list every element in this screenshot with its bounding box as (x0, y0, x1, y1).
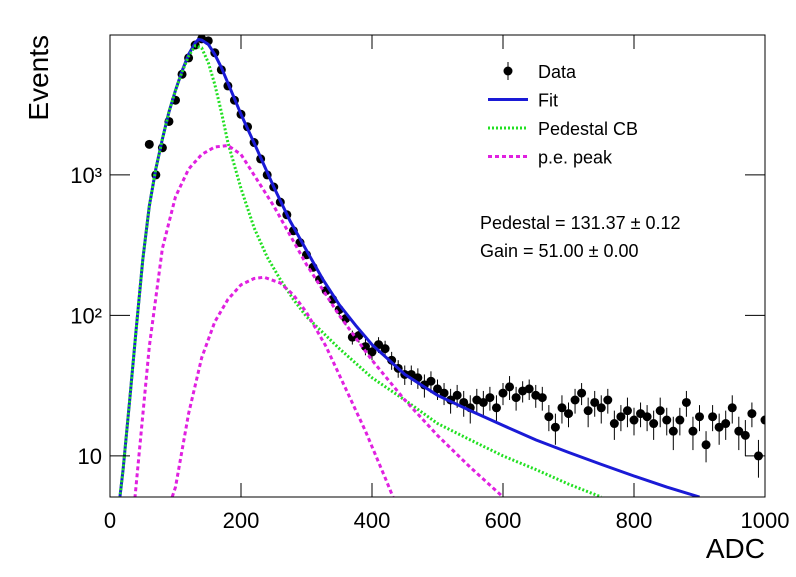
data-point (426, 376, 436, 386)
data-point (688, 426, 698, 436)
x-tick-label: 800 (616, 508, 653, 533)
data-point (675, 415, 685, 425)
x-tick-label: 1000 (741, 508, 790, 533)
data-point (734, 426, 744, 436)
y-tick-label: 10 (78, 444, 102, 469)
data-point (629, 415, 639, 425)
data-point (570, 395, 580, 405)
data-point (603, 395, 613, 405)
data-point (721, 419, 731, 429)
data-point (662, 415, 672, 425)
data-point (367, 347, 377, 357)
data-point (550, 422, 560, 432)
x-tick-label: 0 (104, 508, 116, 533)
data-point (740, 430, 750, 440)
x-tick-label: 200 (223, 508, 260, 533)
data-point (701, 440, 711, 450)
data-point (681, 397, 691, 407)
data-point (668, 426, 678, 436)
data-point (622, 406, 632, 416)
data-point (590, 397, 600, 407)
data-point (498, 388, 508, 398)
data-point (616, 412, 626, 422)
y-tick-label: 10³ (70, 163, 102, 188)
data-point (747, 409, 757, 419)
data-point (452, 390, 462, 400)
data-point (537, 393, 547, 403)
x-tick-label: 400 (354, 508, 391, 533)
data-point (596, 403, 606, 413)
data-point (459, 397, 469, 407)
legend-marker (503, 66, 513, 76)
legend: Data Fit Pedestal CB p.e. peak (488, 62, 638, 168)
data-point (524, 384, 534, 394)
data-point (557, 403, 567, 413)
data-point (708, 412, 718, 422)
data-point (760, 415, 765, 425)
data-point (439, 388, 449, 398)
data-point (544, 412, 554, 422)
legend-label: p.e. peak (538, 148, 613, 168)
data-point (485, 393, 495, 403)
data-point (727, 403, 737, 413)
y-axis-title: Events (23, 35, 54, 121)
data-point (360, 342, 370, 352)
data-point (695, 412, 704, 422)
data-point (511, 393, 521, 403)
legend-label: Pedestal CB (538, 119, 638, 139)
data-point (505, 382, 515, 392)
axes: 0 200 400 600 800 1000 10 10² 10³ (70, 35, 789, 533)
data-point (433, 384, 442, 394)
data-point (655, 406, 665, 416)
data-point (609, 419, 619, 429)
x-axis-title: ADC (706, 533, 765, 564)
plot-area (118, 35, 765, 497)
x-tick-label: 600 (485, 508, 522, 533)
data-point (577, 388, 587, 398)
y-tick-label: 10² (70, 303, 102, 328)
frame (109, 34, 766, 498)
data-point (714, 422, 724, 432)
data-point (564, 409, 573, 419)
data-point (380, 344, 390, 354)
annotation: Pedestal = 131.37 ± 0.12 (480, 213, 681, 233)
legend-label: Fit (538, 91, 558, 111)
data-point (478, 397, 488, 407)
curve (133, 143, 505, 497)
legend-label: Data (538, 62, 577, 82)
data-point (583, 406, 593, 416)
data-point (642, 412, 652, 422)
annotation: Gain = 51.00 ± 0.00 (480, 241, 639, 261)
data-point (144, 139, 154, 149)
data-point (387, 355, 397, 365)
data-point (491, 403, 501, 413)
data-point (649, 419, 659, 429)
curve (170, 275, 395, 497)
